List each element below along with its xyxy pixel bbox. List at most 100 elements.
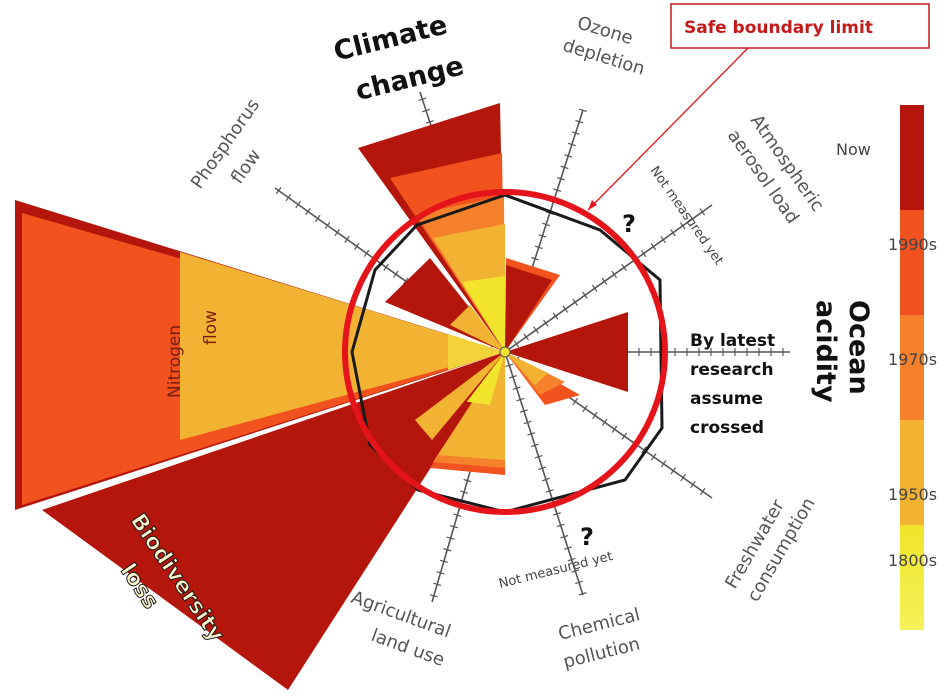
label-latest-2: research — [690, 360, 774, 380]
axis-tick — [575, 119, 584, 124]
axis-tick — [541, 477, 550, 482]
ozone-wedge-now — [505, 265, 552, 352]
axis-tick — [334, 228, 341, 237]
axis-tick — [640, 249, 647, 258]
axis-tick — [516, 397, 525, 402]
label-ozone-2: depletion — [560, 35, 647, 80]
boundary-polygon — [350, 193, 664, 514]
callout-arrowhead — [588, 200, 597, 210]
axis-tick — [611, 425, 618, 433]
label-ocean-1: Ocean — [843, 300, 874, 395]
axis-tick — [690, 480, 696, 489]
center-dot — [499, 346, 511, 358]
safe-boundary-ring — [342, 189, 668, 515]
axis-tick — [567, 142, 576, 147]
axis-tick — [564, 154, 573, 158]
axis-tick — [538, 466, 547, 470]
axis-tick — [534, 245, 543, 250]
axis-tick — [285, 193, 292, 202]
axis-tick — [418, 97, 427, 101]
callout: Safe boundary limit — [587, 3, 930, 211]
climate-wedge-1800 — [462, 276, 505, 352]
axis-tick — [533, 326, 539, 334]
label-latest-1: By latest — [690, 331, 775, 351]
axis-tick — [582, 404, 588, 413]
axis-tick — [534, 454, 543, 459]
freshwater-wedge-1950 — [505, 352, 548, 385]
axis-tick — [439, 559, 448, 563]
axis-tick — [591, 284, 598, 292]
axis-tick — [505, 363, 514, 368]
axis-aerosol-load — [504, 204, 713, 353]
axis-tick — [556, 523, 565, 528]
axis-tick — [552, 512, 561, 516]
axis-tick — [436, 571, 445, 575]
phosphorus-wedge-1950 — [450, 305, 505, 352]
axis-tick — [383, 263, 389, 271]
axis-tick — [508, 374, 517, 379]
axis-tick — [463, 478, 472, 483]
axis-tick — [582, 291, 588, 299]
axis-tick — [519, 409, 528, 413]
axis-tick — [571, 131, 580, 135]
question-mark-top: ? — [622, 210, 636, 238]
legend-1970s: 1970s — [888, 350, 937, 369]
axis-tick — [513, 340, 520, 348]
axis-tick — [578, 108, 587, 113]
axis-tick — [556, 176, 565, 181]
axis-tick — [679, 222, 686, 230]
axis-tick — [512, 386, 521, 390]
label-flow: flow — [201, 310, 221, 345]
axis-tick — [527, 432, 536, 436]
axis-tick — [538, 234, 547, 238]
axis-tick — [699, 487, 706, 496]
axis-tick — [422, 108, 431, 113]
axis-tick — [275, 186, 282, 195]
axis-tick — [670, 229, 676, 237]
label-not-measured-bottom: Not measured yet — [497, 549, 614, 592]
axis-tick — [446, 536, 455, 540]
legend: Now 1990s 1970s 1950s 1800s — [836, 105, 937, 630]
biodiversity-wedge-now — [42, 352, 505, 690]
axis-tick — [531, 256, 540, 261]
axis-tick — [429, 594, 438, 598]
axis-tick — [344, 235, 350, 243]
callout-box — [670, 3, 930, 49]
question-mark-bottom: ? — [580, 523, 594, 551]
axis-tick — [650, 453, 657, 461]
axis-tick — [305, 207, 311, 216]
ocean-wedge-now — [505, 312, 628, 392]
axis-tick — [592, 411, 598, 420]
axis-tick — [601, 277, 608, 285]
axis-tick — [641, 446, 647, 454]
axis-tick — [295, 200, 302, 209]
axis-tick — [560, 534, 569, 539]
legend-1990s: 1990s — [888, 235, 937, 254]
axis-tick — [542, 319, 549, 327]
axis-tick — [530, 443, 539, 448]
axis-tick — [545, 489, 554, 493]
axis-tick — [314, 214, 321, 223]
label-not-measured-top: Not measured yet — [647, 164, 726, 268]
axis-tick — [449, 525, 458, 529]
axis-tick — [689, 215, 696, 223]
axis-tick — [567, 557, 576, 562]
legend-color-bar — [900, 105, 924, 630]
callout-pointer — [587, 47, 749, 211]
axis-chemical-pollution — [504, 351, 584, 596]
axis-tick — [553, 188, 562, 192]
axis-tick — [680, 474, 686, 482]
legend-now: Now — [836, 140, 871, 159]
label-ocean-2: acidity — [810, 300, 841, 403]
axis-tick — [621, 263, 627, 272]
label-latest-4: crossed — [690, 418, 764, 438]
axis-tick — [523, 333, 530, 341]
axis-tick — [560, 165, 569, 170]
axis-tick — [572, 298, 578, 306]
axis-tick — [552, 312, 559, 320]
axis-tick — [660, 236, 666, 244]
axis-tick — [443, 548, 452, 552]
axis-tick — [572, 397, 579, 406]
axis-tick — [611, 270, 618, 279]
axis-tick — [393, 270, 399, 278]
